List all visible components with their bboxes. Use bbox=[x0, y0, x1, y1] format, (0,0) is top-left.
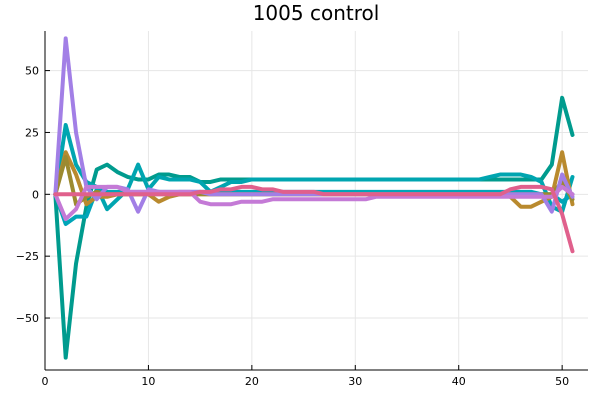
series-line-7 bbox=[53, 184, 575, 222]
series-group bbox=[53, 36, 575, 360]
y-tick-label: −50 bbox=[16, 312, 39, 325]
y-tick-label: 0 bbox=[32, 188, 39, 201]
x-tick-label: 30 bbox=[348, 375, 362, 388]
series-line-6 bbox=[53, 36, 575, 214]
y-axis-ticks: −50 −25 0 25 50 bbox=[16, 65, 39, 325]
axes bbox=[44, 31, 588, 371]
series-line-2 bbox=[53, 123, 575, 214]
chart-title: 1005 control bbox=[253, 1, 380, 25]
x-axis-ticks: 0 10 20 30 40 50 bbox=[42, 375, 570, 388]
x-tick-label: 20 bbox=[245, 375, 259, 388]
y-tick-label: 25 bbox=[25, 126, 39, 139]
x-tick-label: 40 bbox=[452, 375, 466, 388]
series-line-8 bbox=[53, 184, 575, 254]
y-tick-label: −25 bbox=[16, 250, 39, 263]
series-line-1 bbox=[53, 95, 575, 360]
x-tick-label: 0 bbox=[42, 375, 49, 388]
x-tick-label: 50 bbox=[555, 375, 569, 388]
x-tick-label: 10 bbox=[141, 375, 155, 388]
y-tick-label: 50 bbox=[25, 65, 39, 78]
